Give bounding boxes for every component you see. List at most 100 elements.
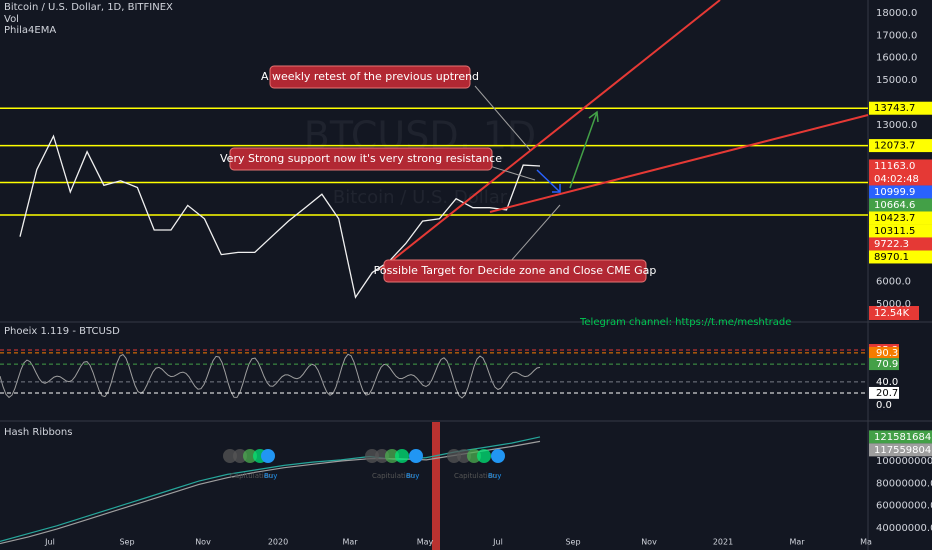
time-label: Sep bbox=[565, 538, 580, 547]
price-tag-label: 9722.3 bbox=[874, 239, 909, 250]
volume-tag-bg bbox=[869, 306, 919, 320]
time-label: Sep bbox=[119, 538, 134, 547]
signal-dot bbox=[233, 449, 247, 463]
hash-tick-label: 40000000.0 bbox=[876, 523, 932, 534]
oscillator-tag-label: 40.0 bbox=[876, 377, 898, 388]
price-tag-label: 8970.1 bbox=[874, 252, 909, 263]
oscillator-wave bbox=[0, 353, 541, 399]
signal-dot bbox=[457, 449, 471, 463]
oscillator-tag-label: 90.3 bbox=[876, 348, 898, 359]
signal-dot bbox=[447, 449, 461, 463]
buy-label: Buy bbox=[488, 472, 501, 480]
time-label: 2020 bbox=[268, 538, 288, 547]
annotation: Possible Target for Decide zone and Clos… bbox=[374, 264, 657, 277]
hash-tick-label: 80000000.0 bbox=[876, 478, 932, 489]
trend-line bbox=[379, 0, 721, 271]
buy-dot bbox=[491, 449, 505, 463]
annotation-box bbox=[269, 65, 471, 89]
oscillator-tag-label: 20.7 bbox=[876, 388, 898, 399]
header-volume: Vol bbox=[4, 14, 19, 25]
buy-dot bbox=[409, 449, 423, 463]
time-label: Mar bbox=[342, 538, 358, 547]
price-tag-label: 10423.7 bbox=[874, 213, 915, 224]
oscillator-tag-label: 0.0 bbox=[876, 400, 892, 411]
price-tick-label: 6000.0 bbox=[876, 276, 911, 287]
callout-line bbox=[509, 204, 561, 263]
callout-line bbox=[474, 85, 531, 151]
signal-dot bbox=[477, 449, 491, 463]
oscillator-title: Phoeix 1.119 - BTCUSD bbox=[4, 326, 120, 337]
annotation-box bbox=[383, 259, 647, 283]
price-tag bbox=[869, 211, 932, 225]
signal-dot bbox=[395, 449, 409, 463]
trend-line bbox=[489, 114, 869, 213]
price-tag bbox=[869, 185, 932, 199]
buy-label: Buy bbox=[264, 472, 277, 480]
volume-tag: 12.54K bbox=[874, 308, 910, 319]
signal-label: Capitulation bbox=[230, 472, 272, 480]
price-tag bbox=[869, 237, 932, 251]
price-tag bbox=[869, 430, 932, 444]
price-tick-label: 17000.0 bbox=[876, 30, 917, 41]
time-label: Nov bbox=[195, 538, 211, 547]
halving-band bbox=[432, 422, 440, 550]
oscillator-tag-label: 70.9 bbox=[876, 359, 898, 370]
time-label: Jul bbox=[492, 538, 503, 547]
buy-dot bbox=[261, 449, 275, 463]
price-tag bbox=[869, 159, 932, 186]
signal-dot bbox=[243, 449, 257, 463]
arrow bbox=[569, 111, 598, 189]
header-indicator: Phila4EMA bbox=[4, 25, 56, 36]
price-tick-label: 13000.0 bbox=[876, 120, 917, 131]
arrow bbox=[536, 169, 561, 193]
price-tag-label: 12073.7 bbox=[874, 141, 915, 152]
telegram-link: Telegram channel: https://t.me/meshtrade bbox=[579, 317, 791, 328]
price-tag-label: 10664.6 bbox=[874, 200, 915, 211]
annotation: A weekly retest of the previous uptrend bbox=[261, 70, 479, 83]
hash-tick-label: 60000000.0 bbox=[876, 501, 932, 512]
oscillator-tag bbox=[869, 386, 899, 399]
buy-label: Buy bbox=[406, 472, 419, 480]
time-label: Jul bbox=[44, 538, 55, 547]
signal-dot bbox=[223, 449, 237, 463]
price-tag-label: 11163.0 bbox=[874, 161, 915, 172]
hash-title: Hash Ribbons bbox=[4, 427, 72, 438]
price-tick-label: 5000.0 bbox=[876, 299, 911, 310]
oscillator-tag bbox=[869, 358, 899, 371]
arrow-head bbox=[588, 110, 599, 123]
price-tag-label: 121581684.6 bbox=[874, 432, 932, 443]
header-symbol: Bitcoin / U.S. Dollar, 1D, BITFINEX bbox=[4, 2, 173, 13]
price-tag bbox=[869, 139, 932, 153]
time-label: Nov bbox=[641, 538, 657, 547]
signal-dot bbox=[375, 449, 389, 463]
price-line bbox=[19, 134, 541, 299]
time-label: Mar bbox=[789, 538, 805, 547]
price-tag-label: 10311.5 bbox=[874, 226, 915, 237]
price-tag bbox=[869, 443, 932, 457]
annotation-box bbox=[229, 147, 493, 171]
price-tag bbox=[869, 198, 932, 212]
price-tick-label: 15000.0 bbox=[876, 75, 917, 86]
price-tag bbox=[869, 224, 932, 238]
price-tick-label: 18000.0 bbox=[876, 8, 917, 19]
annotation: Very Strong support now it's very strong… bbox=[220, 152, 502, 165]
time-label: Ma bbox=[860, 538, 872, 547]
signal-dot bbox=[385, 449, 399, 463]
price-tag-label: 13743.7 bbox=[874, 103, 915, 114]
oscillator-tag bbox=[869, 375, 899, 388]
signal-dot bbox=[467, 449, 481, 463]
time-label: 2021 bbox=[713, 538, 733, 547]
arrow-head bbox=[552, 184, 561, 193]
time-label: May bbox=[417, 538, 434, 547]
hash-tick-label: 100000000.0 bbox=[876, 456, 932, 467]
signal-label: Capitulation bbox=[454, 472, 496, 480]
price-tag bbox=[869, 101, 932, 115]
signal-label: Capitulation bbox=[372, 472, 414, 480]
price-tick-label: 16000.0 bbox=[876, 53, 917, 64]
price-tag-label: 117559804.8 bbox=[874, 445, 932, 456]
price-tag bbox=[869, 250, 932, 264]
oscillator-tag bbox=[869, 346, 899, 359]
price-tag-label: 10999.9 bbox=[874, 187, 915, 198]
countdown: 04:02:48 bbox=[874, 174, 919, 185]
